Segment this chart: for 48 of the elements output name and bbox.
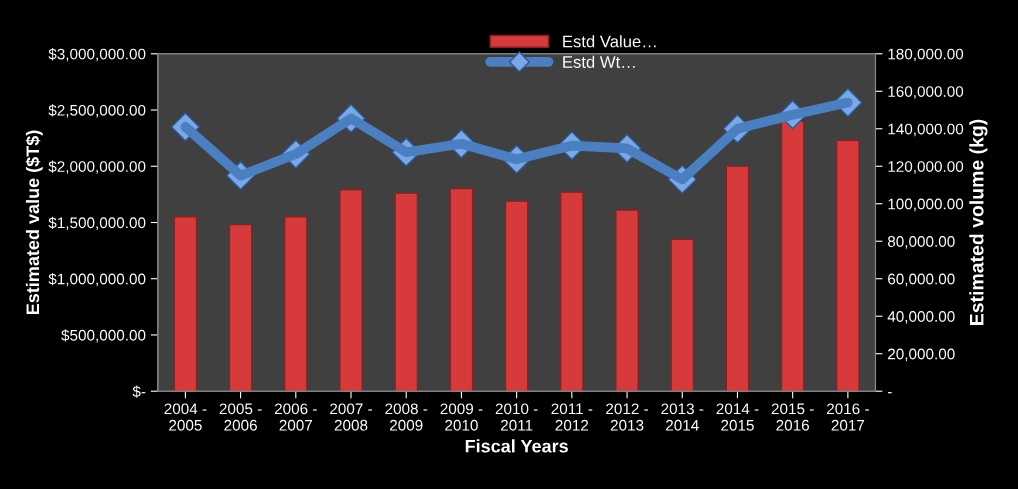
y2-axis-title: Estimated volume (kg) [969, 119, 988, 325]
y-axis-title: Estimated value ($T$) [25, 130, 43, 315]
legend-label: Estd Wt… [563, 55, 635, 68]
bar [449, 188, 474, 392]
bar [670, 238, 694, 392]
x-tick-label: 2004 - 2005 [164, 403, 207, 431]
bar [394, 192, 418, 392]
y-tick-label: $1,000,000.00 [48, 272, 146, 287]
y2-tick-label: 120,000.00 [888, 161, 964, 174]
y2-tick-label: 80,000.00 [887, 236, 955, 249]
bar [781, 120, 805, 392]
bar [836, 139, 860, 392]
bar [560, 191, 584, 392]
bar [615, 209, 639, 392]
y-tick-label: $2,500,000.00 [48, 104, 146, 118]
y2-tick-label: - [887, 392, 892, 394]
y2-tick-label: 160,000.00 [888, 86, 964, 99]
y2-tick-label: 20,000.00 [888, 348, 955, 362]
x-tick-label: 2012 - 2013 [606, 403, 649, 431]
y-tick-label: $- [132, 385, 146, 398]
legend-label: Estd Value… [563, 35, 656, 48]
y2-tick-label: 100,000.00 [888, 198, 964, 212]
y-tick-label: $2,000,000.00 [48, 160, 146, 174]
bar [284, 216, 308, 392]
x-tick-label: 2016 - 2017 [826, 403, 869, 431]
bar [173, 216, 197, 392]
x-tick-label: 2009 - 2010 [440, 403, 483, 431]
y2-tick-label: 40,000.00 [887, 311, 955, 324]
y2-tick-label: 140,000.00 [888, 123, 964, 137]
y-tick-label: $500,000.00 [61, 329, 146, 343]
x-tick-label: 2010 - 2011 [495, 403, 538, 431]
x-axis-title: Fiscal Years [465, 439, 568, 453]
y2-tick-label: 60,000.00 [888, 273, 955, 287]
x-tick-label: 2013 - 2014 [661, 403, 704, 431]
x-tick-label: 2014 - 2015 [716, 403, 759, 431]
y-tick-label: $3,000,000.00 [48, 48, 146, 62]
x-tick-label: 2007 - 2008 [330, 403, 372, 431]
x-tick-label: 2008 - 2009 [385, 403, 428, 431]
bar [725, 165, 750, 392]
x-tick-label: 2006 - 2007 [274, 403, 317, 431]
x-tick-label: 2005 - 2006 [219, 403, 262, 431]
y-tick-label: $1,500,000.00 [48, 216, 146, 230]
y2-tick-label: 180,000.00 [888, 48, 964, 62]
x-tick-label: 2011 - 2012 [551, 403, 593, 431]
bar [505, 200, 529, 392]
x-tick-label: 2015 - 2016 [771, 403, 814, 431]
bar [229, 224, 253, 392]
bar [339, 189, 363, 392]
